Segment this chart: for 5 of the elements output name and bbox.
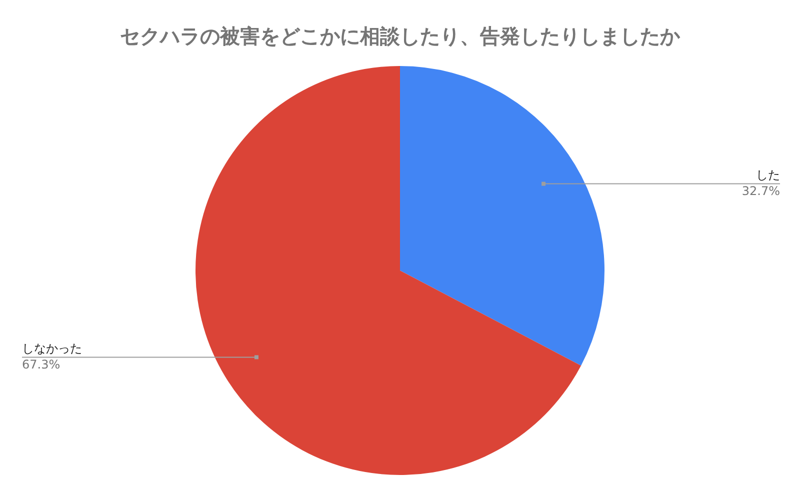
data-label: 67.3% (22, 357, 60, 372)
data-label: 32.7% (742, 184, 780, 198)
slice-label: した (756, 168, 780, 182)
slice-label: しなかった (22, 341, 82, 356)
chart-title: セクハラの被害をどこかに相談したり、告発したりしましたか (120, 24, 681, 48)
